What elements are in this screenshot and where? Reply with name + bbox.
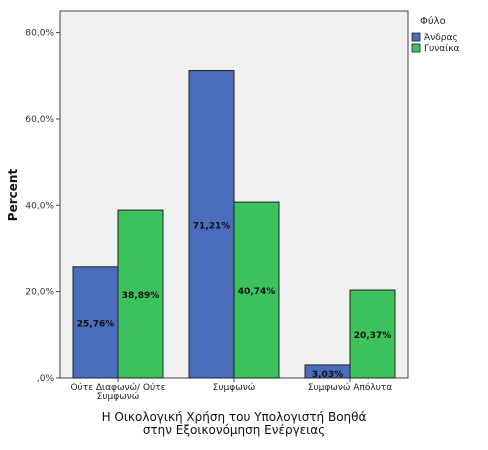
x-axis-label: Η Οικολογική Χρήση του Υπολογιστή Βοηθά	[102, 410, 367, 424]
bar-female-2	[349, 289, 396, 379]
y-tick-label: ,0%	[37, 374, 55, 384]
category-label: Συμφωνώ	[213, 382, 256, 393]
bars: 25,76% 38,89% 71,21% 40,74% 3,03% 20,37%	[72, 70, 396, 380]
bar-female-1	[233, 201, 280, 379]
category-label: Ούτε Διαφωνώ/ Ούτε	[70, 382, 165, 393]
category-label: Συμφωνώ Απόλυτα	[308, 382, 393, 393]
legend-swatch	[411, 43, 421, 53]
legend-item: Άνδρας	[424, 33, 458, 43]
bar-male-1	[188, 70, 235, 379]
y-axis-ticks: ,0% 20,0% 40,0% 60,0% 80,0%	[25, 29, 60, 384]
x-axis-title: Η Οικολογική Χρήση του Υπολογιστή Βοηθάσ…	[102, 410, 367, 437]
category-label: Συμφωνώ	[97, 391, 140, 402]
y-tick-label: 20,0%	[25, 288, 54, 298]
x-axis-label: στην Εξοικονόμηση Ενέργειας	[143, 423, 325, 437]
bar-male-0	[72, 266, 119, 379]
bar-female-0	[117, 209, 164, 379]
data-label: 40,74%	[238, 287, 276, 297]
data-label: 71,21%	[193, 221, 231, 231]
legend-title: Φύλο	[420, 15, 446, 27]
data-label: 25,76%	[77, 319, 115, 329]
y-tick-label: 60,0%	[25, 115, 54, 125]
legend-swatch	[411, 32, 421, 42]
y-axis-label: Percent	[6, 169, 20, 222]
data-label: 20,37%	[354, 331, 392, 341]
data-label: 3,03%	[312, 370, 343, 380]
data-label: 38,89%	[122, 291, 160, 301]
y-tick-label: 80,0%	[25, 29, 54, 39]
y-tick-label: 40,0%	[25, 201, 54, 211]
legend-item: Γυναίκα	[424, 44, 460, 54]
